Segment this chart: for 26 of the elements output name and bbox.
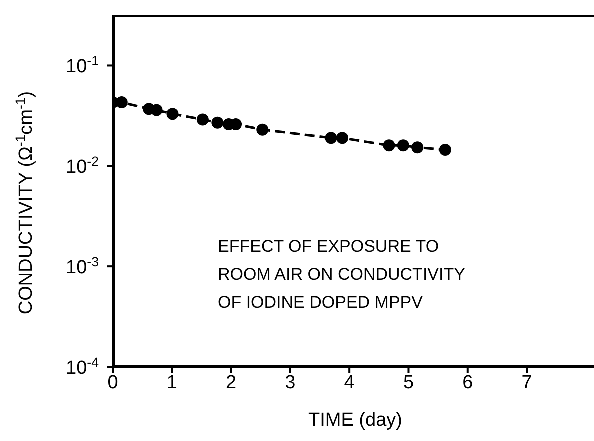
y-tick-label: 10$^{-1}$ bbox=[66, 53, 99, 78]
x-tick-label: 7 bbox=[522, 372, 532, 394]
point bbox=[150, 104, 163, 116]
y-tick-label: 10$^{-2}$ bbox=[66, 154, 99, 178]
point bbox=[325, 132, 338, 144]
x-tick-label: 3 bbox=[285, 372, 296, 394]
x-tick-label: 4 bbox=[344, 372, 356, 394]
point bbox=[212, 116, 224, 129]
point bbox=[412, 142, 424, 154]
point bbox=[383, 140, 396, 152]
x-tick-label: 5 bbox=[403, 372, 414, 394]
point bbox=[196, 114, 209, 126]
annotation: EFFECT OF EXPOSURE TO ROOM AIR ON CONDUCTIVITY OF IODINE DOPED MPPV bbox=[218, 236, 466, 314]
x-tick-label: 6 bbox=[462, 372, 474, 394]
point bbox=[166, 108, 179, 120]
point bbox=[256, 124, 269, 136]
y-tick-label: 10$^{-3}$ bbox=[66, 254, 99, 279]
x-axis-title: TIME (day) bbox=[308, 410, 402, 431]
x-tick-label: 1 bbox=[166, 372, 178, 394]
point bbox=[439, 144, 452, 156]
point bbox=[116, 96, 128, 109]
x-tick-label: 0 bbox=[108, 372, 118, 394]
point bbox=[397, 140, 410, 152]
y-tick-label: 10$^{-4}$ bbox=[66, 354, 99, 379]
x-tick-label: 2 bbox=[226, 372, 237, 394]
point bbox=[336, 132, 348, 144]
